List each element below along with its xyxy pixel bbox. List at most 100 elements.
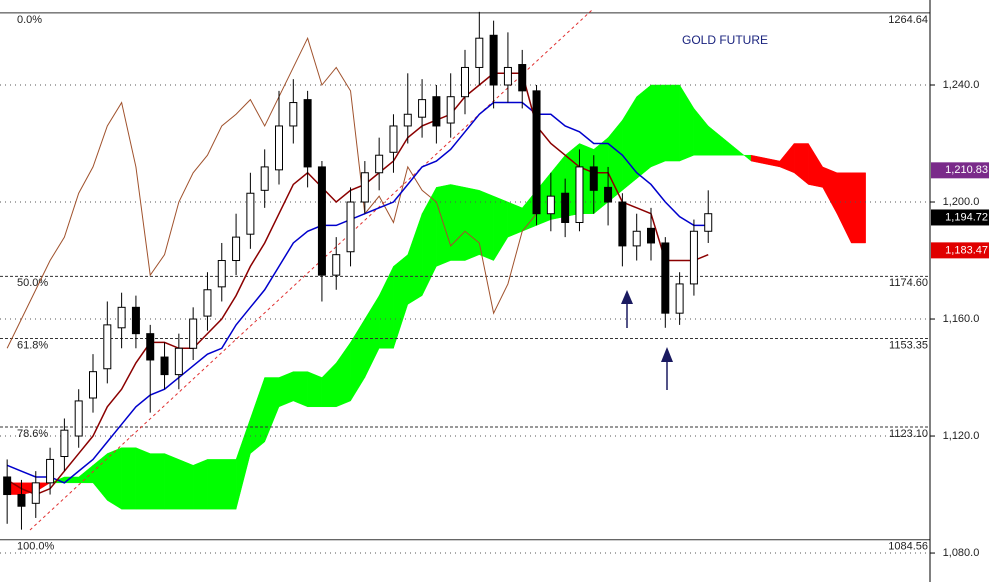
chart-title: GOLD FUTURE bbox=[682, 33, 768, 47]
price-tag bbox=[931, 162, 989, 179]
cloud-segment bbox=[192, 459, 208, 510]
candle-body bbox=[561, 192, 570, 223]
candle-body bbox=[89, 371, 97, 399]
price-tag bbox=[931, 242, 989, 259]
candle-body bbox=[17, 494, 26, 507]
candle-body bbox=[160, 356, 169, 376]
cloud-segment bbox=[851, 172, 866, 244]
candle-body bbox=[418, 99, 427, 118]
candle-body bbox=[217, 260, 226, 288]
candle-body bbox=[303, 99, 312, 168]
cloud-segment bbox=[207, 459, 223, 510]
candle-body bbox=[360, 172, 369, 203]
fib-price: 1084.56 bbox=[888, 541, 928, 553]
candle-body bbox=[46, 458, 55, 484]
candle-body bbox=[189, 318, 198, 349]
candle-body bbox=[260, 166, 269, 191]
price-tag-label: 1,210.83 bbox=[945, 164, 988, 176]
candle-body bbox=[632, 230, 641, 247]
candle-body bbox=[432, 96, 441, 127]
fib-label: 50.0% bbox=[17, 277, 48, 289]
candle-body bbox=[575, 166, 584, 223]
candle-body bbox=[389, 125, 398, 153]
cloud-segment bbox=[665, 84, 680, 162]
cloud-segment bbox=[221, 459, 237, 510]
price-tag-label: 1,194.72 bbox=[945, 211, 988, 223]
candle-body bbox=[704, 213, 713, 232]
arrow bbox=[661, 347, 673, 390]
fib-price: 1264.64 bbox=[888, 14, 928, 26]
candle-body bbox=[232, 236, 241, 262]
candle-body bbox=[317, 166, 326, 276]
candle-body bbox=[475, 37, 484, 68]
candle-body bbox=[489, 34, 498, 86]
cloud-segment bbox=[650, 84, 666, 168]
candle-body bbox=[461, 66, 469, 98]
y-tick-label: 1,160.0 bbox=[943, 313, 980, 325]
cloud-segment bbox=[149, 453, 165, 510]
arrow bbox=[621, 290, 633, 328]
cloud-segment bbox=[307, 371, 323, 408]
fib-label: 0.0% bbox=[17, 14, 42, 26]
candle-body bbox=[618, 201, 627, 247]
y-tick-label: 1,120.0 bbox=[943, 430, 980, 442]
candle-body bbox=[604, 186, 613, 203]
candle-body bbox=[174, 347, 183, 376]
cloud-segment bbox=[450, 184, 466, 261]
trend-line bbox=[29, 9, 593, 531]
indicator-line bbox=[6, 101, 709, 484]
fib-label: 78.6% bbox=[17, 428, 48, 440]
candle-body bbox=[375, 154, 384, 174]
candle-body bbox=[346, 201, 355, 253]
candle-body bbox=[275, 125, 283, 171]
candle-body bbox=[532, 90, 541, 215]
fib-label: 61.8% bbox=[17, 339, 48, 351]
fib-price: 1123.10 bbox=[889, 428, 928, 440]
cloud-segment bbox=[507, 201, 523, 238]
indicator-line bbox=[6, 36, 537, 349]
y-tick-label: 1,200.0 bbox=[943, 196, 980, 208]
fib-price: 1153.35 bbox=[889, 339, 928, 351]
candle-body bbox=[31, 482, 40, 504]
candle-body bbox=[74, 400, 83, 437]
candle-body bbox=[647, 227, 655, 244]
candle-body bbox=[131, 306, 140, 335]
tags-layer: 1,240.0 1,200.0 1,160.0 1,120.0 1,080.0 1,210… bbox=[931, 79, 989, 559]
candle-body bbox=[3, 476, 12, 496]
candle-body bbox=[403, 113, 412, 127]
cloud-segment bbox=[121, 447, 137, 510]
candle-body bbox=[246, 192, 255, 235]
candle-body bbox=[446, 96, 455, 124]
candle-body bbox=[689, 230, 698, 285]
y-tick-label: 1,080.0 bbox=[943, 547, 980, 559]
candle-body bbox=[203, 289, 212, 317]
candle-body bbox=[332, 254, 341, 276]
cloud-segment bbox=[164, 453, 180, 510]
fib-price: 1174.60 bbox=[889, 277, 928, 289]
candle-body bbox=[103, 324, 112, 370]
cloud-segment bbox=[278, 371, 294, 408]
price-tag-label: 1,183.47 bbox=[945, 244, 988, 256]
cloud-segment bbox=[636, 84, 652, 180]
candle-body bbox=[503, 66, 512, 86]
price-tag bbox=[931, 209, 989, 226]
candle-body bbox=[675, 283, 684, 314]
cloud-segment bbox=[107, 447, 122, 510]
cloud-segment bbox=[464, 187, 480, 261]
candle-body bbox=[546, 195, 555, 215]
candles-layer bbox=[3, 11, 713, 530]
cloud-segment bbox=[178, 459, 194, 510]
y-tick-label: 1,240.0 bbox=[943, 79, 980, 91]
candle-body bbox=[117, 306, 126, 329]
candle-body bbox=[289, 102, 298, 127]
candle-body bbox=[60, 429, 69, 458]
cloud-segment bbox=[135, 447, 151, 510]
candle-body bbox=[589, 166, 598, 191]
cloud-segment bbox=[479, 189, 494, 261]
cloud-segment bbox=[293, 371, 308, 408]
candle-body bbox=[661, 242, 670, 314]
cloud-layer bbox=[6, 84, 866, 510]
candle-body bbox=[146, 333, 155, 361]
